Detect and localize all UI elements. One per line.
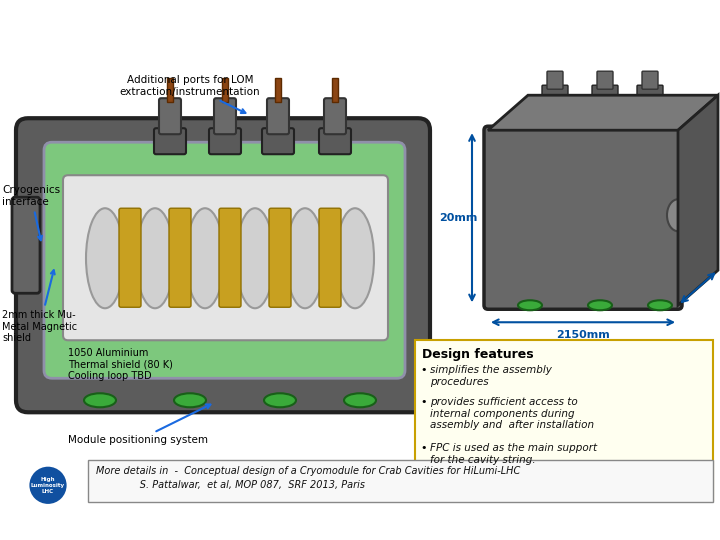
Ellipse shape <box>186 208 224 308</box>
Text: Shrikant Pattalwar   3rd Annual Hi-Lumi Meeting  Nov 11-15, 2013  Daresbury: Shrikant Pattalwar 3rd Annual Hi-Lumi Me… <box>158 520 562 530</box>
FancyBboxPatch shape <box>16 118 430 412</box>
FancyBboxPatch shape <box>542 85 568 103</box>
FancyBboxPatch shape <box>484 126 682 309</box>
FancyBboxPatch shape <box>597 71 613 89</box>
FancyBboxPatch shape <box>167 78 173 102</box>
Text: FPC is used as the main support
for the cavity string.: FPC is used as the main support for the … <box>430 443 597 465</box>
FancyBboxPatch shape <box>222 78 228 102</box>
Text: More details in  -  Conceptual design of a Cryomodule for Crab Cavities for HiLu: More details in - Conceptual design of a… <box>96 467 521 476</box>
Text: Cryogenics
interface: Cryogenics interface <box>2 185 60 240</box>
Ellipse shape <box>174 393 206 407</box>
Ellipse shape <box>588 300 612 310</box>
Ellipse shape <box>236 208 274 308</box>
Polygon shape <box>678 95 718 305</box>
Text: •: • <box>420 443 426 453</box>
FancyBboxPatch shape <box>275 78 281 102</box>
Text: S. Pattalwar,  et al, MOP 087,  SRF 2013, Paris: S. Pattalwar, et al, MOP 087, SRF 2013, … <box>96 480 365 490</box>
FancyBboxPatch shape <box>267 98 289 134</box>
FancyBboxPatch shape <box>319 208 341 307</box>
Text: 1050 Aluminium
Thermal shield (80 K)
Cooling loop TBD: 1050 Aluminium Thermal shield (80 K) Coo… <box>68 348 173 381</box>
Text: Design features: Design features <box>422 348 534 361</box>
Ellipse shape <box>136 208 174 308</box>
FancyBboxPatch shape <box>637 85 663 103</box>
Ellipse shape <box>286 208 324 308</box>
Text: provides sufficient access to
internal components during
assembly and  after ins: provides sufficient access to internal c… <box>430 397 594 430</box>
FancyBboxPatch shape <box>214 98 236 134</box>
FancyBboxPatch shape <box>547 71 563 89</box>
FancyBboxPatch shape <box>209 128 241 154</box>
Text: Module positioning system: Module positioning system <box>68 404 210 445</box>
Ellipse shape <box>86 208 124 308</box>
FancyBboxPatch shape <box>63 175 388 340</box>
Ellipse shape <box>84 393 116 407</box>
Text: 2mm thick Mu-
Metal Magnetic
shield: 2mm thick Mu- Metal Magnetic shield <box>2 270 77 343</box>
FancyBboxPatch shape <box>415 340 713 500</box>
FancyBboxPatch shape <box>319 128 351 154</box>
Ellipse shape <box>667 199 689 231</box>
FancyBboxPatch shape <box>332 78 338 102</box>
FancyBboxPatch shape <box>262 128 294 154</box>
Ellipse shape <box>264 393 296 407</box>
FancyBboxPatch shape <box>592 85 618 103</box>
Text: •: • <box>420 397 426 407</box>
Text: Cryomodule Concept: Cryomodule Concept <box>182 21 538 50</box>
FancyBboxPatch shape <box>169 208 191 307</box>
FancyBboxPatch shape <box>119 208 141 307</box>
FancyBboxPatch shape <box>44 142 405 378</box>
Ellipse shape <box>344 393 376 407</box>
Text: High
Luminosity
LHC: High Luminosity LHC <box>31 477 65 494</box>
Text: •: • <box>420 365 426 375</box>
Text: 10: 10 <box>685 518 702 532</box>
FancyBboxPatch shape <box>12 197 40 293</box>
FancyBboxPatch shape <box>88 460 713 502</box>
Ellipse shape <box>648 300 672 310</box>
Text: 20mm: 20mm <box>438 213 477 223</box>
FancyBboxPatch shape <box>642 71 658 89</box>
FancyBboxPatch shape <box>159 98 181 134</box>
FancyBboxPatch shape <box>154 128 186 154</box>
FancyBboxPatch shape <box>269 208 291 307</box>
FancyBboxPatch shape <box>324 98 346 134</box>
Ellipse shape <box>336 208 374 308</box>
Circle shape <box>28 465 68 505</box>
Text: Additional ports for LOM
extraction/instrumentation: Additional ports for LOM extraction/inst… <box>120 75 261 113</box>
FancyBboxPatch shape <box>219 208 241 307</box>
Polygon shape <box>488 95 718 130</box>
Text: simplifies the assembly
procedures: simplifies the assembly procedures <box>430 365 552 387</box>
Ellipse shape <box>518 300 542 310</box>
Text: 2150mm: 2150mm <box>556 330 610 340</box>
